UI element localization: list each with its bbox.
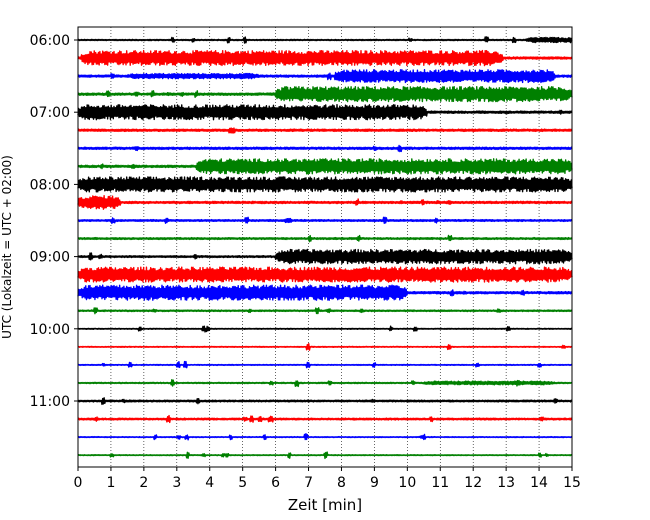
- x-axis-ticks: 0 1 2 3 4 5 6 7 8 9 10 11 12 13 14 15: [74, 467, 581, 491]
- seismic-trace: [77, 248, 573, 265]
- x-tick-label: 0: [74, 475, 83, 491]
- seismic-trace: [77, 414, 573, 424]
- trace-rows: [77, 36, 573, 460]
- seismic-trace: [77, 49, 573, 67]
- x-tick-label: 14: [530, 475, 548, 491]
- seismic-trace: [77, 36, 573, 44]
- seismic-trace: [77, 325, 573, 333]
- seismic-trace: [77, 342, 573, 351]
- x-tick-label: 4: [205, 475, 214, 491]
- x-tick-label: 2: [139, 475, 148, 491]
- seismic-trace: [77, 144, 573, 153]
- y-tick-label: 09:00: [30, 250, 70, 266]
- seismic-trace: [77, 266, 573, 283]
- x-tick-label: 12: [464, 475, 482, 491]
- x-tick-label: 1: [106, 475, 115, 491]
- seismic-trace: [77, 378, 573, 388]
- x-tick-label: 9: [370, 475, 379, 491]
- seismic-trace: [77, 307, 573, 315]
- y-axis-ticks: 06:00 07:00 08:00 09:00 10:00 11:00: [30, 33, 78, 410]
- seismic-trace: [77, 85, 573, 103]
- x-tick-label: 8: [337, 475, 346, 491]
- seismic-trace: [77, 69, 573, 84]
- seismic-trace: [77, 176, 573, 193]
- seismic-trace: [77, 284, 573, 301]
- x-axis-label: Zeit [min]: [288, 496, 362, 514]
- x-tick-label: 15: [563, 475, 581, 491]
- x-tick-label: 5: [238, 475, 247, 491]
- seismic-trace: [77, 451, 573, 460]
- x-grid: [110, 27, 540, 467]
- x-tick-label: 13: [497, 475, 515, 491]
- y-tick-label: 07:00: [30, 105, 70, 121]
- y-tick-label: 10:00: [30, 322, 70, 338]
- seismic-trace: [77, 360, 573, 369]
- y-tick-label: 11:00: [30, 394, 70, 410]
- y-axis-label: UTC (Lokalzeit = UTC + 02:00): [0, 155, 14, 339]
- x-tick-label: 7: [304, 475, 313, 491]
- x-tick-label: 11: [431, 475, 449, 491]
- seismic-trace: [77, 104, 573, 121]
- plot-frame: [77, 26, 573, 468]
- seismic-trace: [77, 158, 573, 175]
- seismic-trace: [77, 195, 573, 210]
- seismic-trace: [77, 234, 573, 243]
- seismic-trace: [77, 216, 573, 225]
- seismic-trace: [77, 397, 573, 406]
- x-tick-label: 6: [271, 475, 280, 491]
- y-tick-label: 08:00: [30, 177, 70, 193]
- y-tick-label: 06:00: [30, 33, 70, 49]
- seismic-trace: [77, 127, 573, 134]
- seismic-trace: [77, 433, 573, 441]
- x-tick-label: 3: [172, 475, 181, 491]
- x-tick-label: 10: [398, 475, 416, 491]
